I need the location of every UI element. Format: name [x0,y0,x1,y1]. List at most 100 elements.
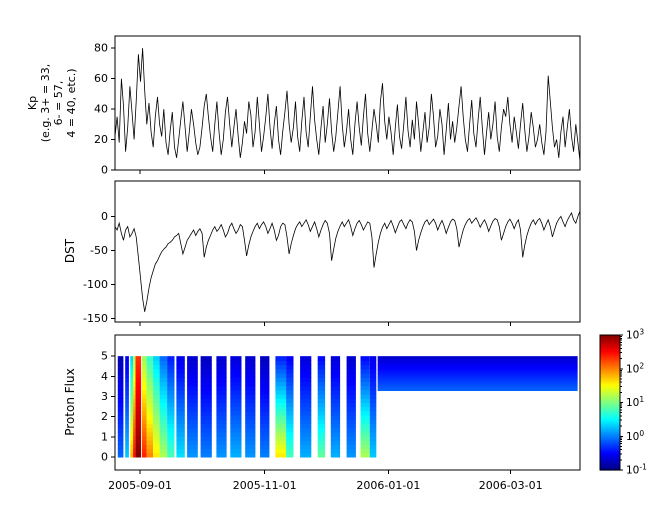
heatmap-cell [125,356,129,361]
heatmap-cell [142,419,147,424]
heatmap-cell [153,368,160,374]
heatmap-cell [260,406,270,412]
heatmap-cell [153,440,160,445]
heatmap-cell [245,356,256,361]
heatmap-cell [187,402,198,408]
heatmap-cell [130,393,134,399]
heatmap-cell [360,381,370,387]
heatmap-cell [135,414,142,420]
heatmap-cell [146,356,154,361]
heatmap-cell [133,381,136,387]
heatmap-cell [369,389,377,395]
heatmap-cell [260,423,270,429]
heatmap-cell [153,398,160,403]
heatmap-cell [130,398,134,403]
colorbar-cell [600,455,620,458]
heatmap-cell [130,431,134,437]
heatmap-cell [130,452,134,458]
heatmap-cell [153,372,160,378]
heatmap-cell [216,356,227,361]
heatmap-cell [153,452,160,458]
heatmap-cell [146,435,154,441]
heatmap-cell [216,372,227,378]
heatmap-cell [167,356,175,361]
colorbar-cell [600,398,620,401]
heatmap-cell [167,410,175,416]
y-tick-label: -150 [83,312,108,325]
heatmap-cell [176,440,185,445]
heatmap-cell [330,419,341,424]
heatmap-cell [346,431,356,437]
heatmap-cell [133,435,136,441]
heatmap-cell [187,368,198,374]
heatmap-cell [200,372,212,378]
heatmap-cell [146,389,154,395]
heatmap-cell [142,431,147,437]
heatmap-cell [286,440,294,445]
colorbar-cell [600,404,620,408]
heatmap-cell [133,368,136,374]
heatmap-cell [330,444,341,450]
heatmap-cell [230,431,242,437]
heatmap-cell [330,435,341,441]
heatmap-cell [245,381,256,387]
heatmap-cell [117,398,124,403]
heatmap-cell [135,448,142,454]
heatmap-cell [146,427,154,433]
heatmap-cell [377,371,578,374]
heatmap-cell [187,410,198,416]
heatmap-cell [360,406,370,412]
colorbar-cell [600,425,620,429]
heatmap-cell [360,452,370,458]
heatmap-cell [167,385,175,391]
heatmap-cell [135,402,142,408]
colorbar-cell [600,360,620,364]
dst-panel: 0 -50 -100 -150 [83,180,581,326]
heatmap-cell [377,356,578,359]
colorbar-cell [600,457,620,461]
heatmap-cell [142,414,147,420]
colorbar-cell [600,394,620,397]
heatmap-cell [286,360,294,366]
heatmap-cell [153,377,160,382]
heatmap-cell [117,364,124,370]
heatmap-cell [330,377,341,382]
heatmap-cell [369,398,377,403]
heatmap-cell [260,398,270,403]
heatmap-cell [176,381,185,387]
heatmap-cell [330,431,341,437]
heatmap-cell [187,427,198,433]
heatmap-cell [377,380,578,383]
heatmap-cell [286,364,294,370]
heatmap-cell [117,372,124,378]
heatmap-cell [167,414,175,420]
heatmap-cell [275,356,287,361]
heatmap-cell [187,440,198,445]
heatmap-cell [216,435,227,441]
colorbar-cell [600,389,620,393]
heatmap-cell [125,444,129,450]
heatmap-cell [130,427,134,433]
heatmap-cell [317,423,326,429]
heatmap-cell [130,372,134,378]
heatmap-cell [200,410,212,416]
heatmap-cell [317,393,326,399]
heatmap-cell [135,444,142,450]
heatmap-cell [135,431,142,437]
colorbar-cell [600,421,620,425]
heatmap-cell [125,431,129,437]
colorbar-cell [600,406,620,410]
colorbar-cell [600,366,620,370]
heatmap-cell [146,402,154,408]
colorbar-cell [600,453,620,456]
heatmap-cell [300,435,312,441]
dst-axis-label: DST [63,238,77,264]
heatmap-cell [360,444,370,450]
heatmap-cell [200,435,212,441]
heatmap-cell [230,398,242,403]
heatmap-cell [275,435,287,441]
heatmap-cell [187,389,198,395]
heatmap-cell [346,419,356,424]
heatmap-cell [117,377,124,382]
heatmap-cell [377,387,578,390]
